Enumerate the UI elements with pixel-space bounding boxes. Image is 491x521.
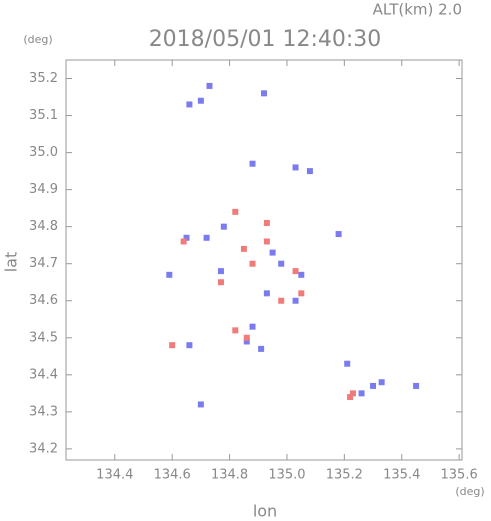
- echo-point: [370, 382, 377, 389]
- echo-point: [298, 290, 305, 297]
- x-tick-label: 135.4: [383, 468, 420, 483]
- echo-point: [220, 223, 227, 230]
- y-axis-label: lat: [2, 252, 21, 273]
- echo-point: [249, 260, 256, 267]
- echo-point: [203, 234, 210, 241]
- echo-point: [217, 279, 224, 286]
- echo-point: [269, 249, 276, 256]
- echo-point: [197, 97, 204, 104]
- y-tick-label: 34.2: [29, 441, 58, 456]
- y-tick-label: 34.4: [29, 367, 58, 382]
- echo-point: [232, 208, 239, 215]
- y-tick-label: 34.9: [29, 182, 58, 197]
- chart-title: 2018/05/01 12:40:30: [149, 27, 382, 52]
- echo-point: [206, 82, 213, 89]
- echo-point: [292, 164, 299, 171]
- echo-point: [278, 297, 285, 304]
- plot-frame: [65, 59, 463, 461]
- echo-point: [347, 394, 354, 401]
- echo-point: [263, 219, 270, 226]
- x-tick-label: 134.4: [96, 468, 133, 483]
- echo-point: [180, 238, 187, 245]
- echo-point: [186, 101, 193, 108]
- echo-point: [335, 231, 342, 238]
- x-tick-label: 135.2: [326, 468, 363, 483]
- echo-point: [358, 390, 365, 397]
- echo-point: [243, 334, 250, 341]
- echo-point: [186, 342, 193, 349]
- echo-point: [263, 238, 270, 245]
- y-tick-label: 35.1: [29, 108, 58, 123]
- echo-point: [349, 390, 356, 397]
- y-tick-label: 35.2: [29, 71, 58, 86]
- echo-point: [413, 382, 420, 389]
- x-unit: (deg): [455, 485, 484, 498]
- x-tick-label: 134.6: [154, 468, 191, 483]
- echo-point: [292, 297, 299, 304]
- x-tick-label: 135.0: [268, 468, 305, 483]
- echo-point: [166, 271, 173, 278]
- y-unit: (deg): [23, 33, 52, 46]
- echo-point: [232, 327, 239, 334]
- echo-point: [292, 268, 299, 275]
- echo-point: [183, 234, 190, 241]
- echo-point: [344, 360, 351, 367]
- echo-point: [249, 160, 256, 167]
- echo-point: [263, 290, 270, 297]
- y-tick-label: 34.7: [29, 256, 58, 271]
- echo-point: [240, 245, 247, 252]
- echo-point: [258, 345, 265, 352]
- x-axis-label: lon: [253, 502, 277, 521]
- echo-point: [378, 379, 385, 386]
- echo-point: [169, 342, 176, 349]
- y-tick-label: 34.3: [29, 404, 58, 419]
- chart-subtitle: ALT(km) 2.0: [373, 1, 462, 19]
- y-tick-label: 34.6: [29, 293, 58, 308]
- echo-point: [217, 268, 224, 275]
- x-tick-label: 134.8: [211, 468, 248, 483]
- echo-point: [197, 401, 204, 408]
- x-tick-label: 135.6: [441, 468, 478, 483]
- echo-point: [298, 271, 305, 278]
- echo-point: [249, 323, 256, 330]
- echo-point: [243, 338, 250, 345]
- y-tick-label: 34.5: [29, 330, 58, 345]
- echo-point: [278, 260, 285, 267]
- y-tick-label: 35.0: [29, 145, 58, 160]
- echo-point: [261, 90, 267, 97]
- echo-point: [306, 168, 313, 175]
- y-tick-label: 34.8: [29, 219, 58, 234]
